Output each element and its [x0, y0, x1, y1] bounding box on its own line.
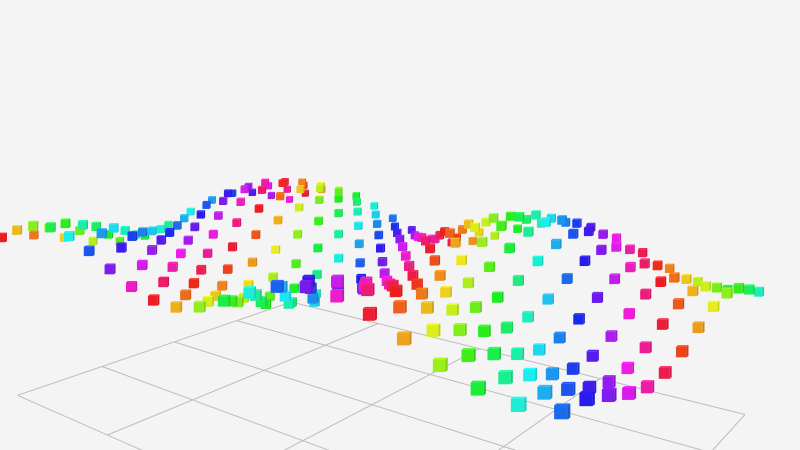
grid-line: [107, 323, 379, 436]
grid-line: [291, 301, 746, 415]
grid-line: [17, 301, 292, 396]
grid-line: [101, 366, 330, 450]
grid-line: [236, 320, 704, 450]
grid-line: [17, 394, 143, 450]
grid-line: [174, 341, 517, 450]
grid-line: [712, 414, 746, 450]
grid-line: [283, 348, 480, 450]
